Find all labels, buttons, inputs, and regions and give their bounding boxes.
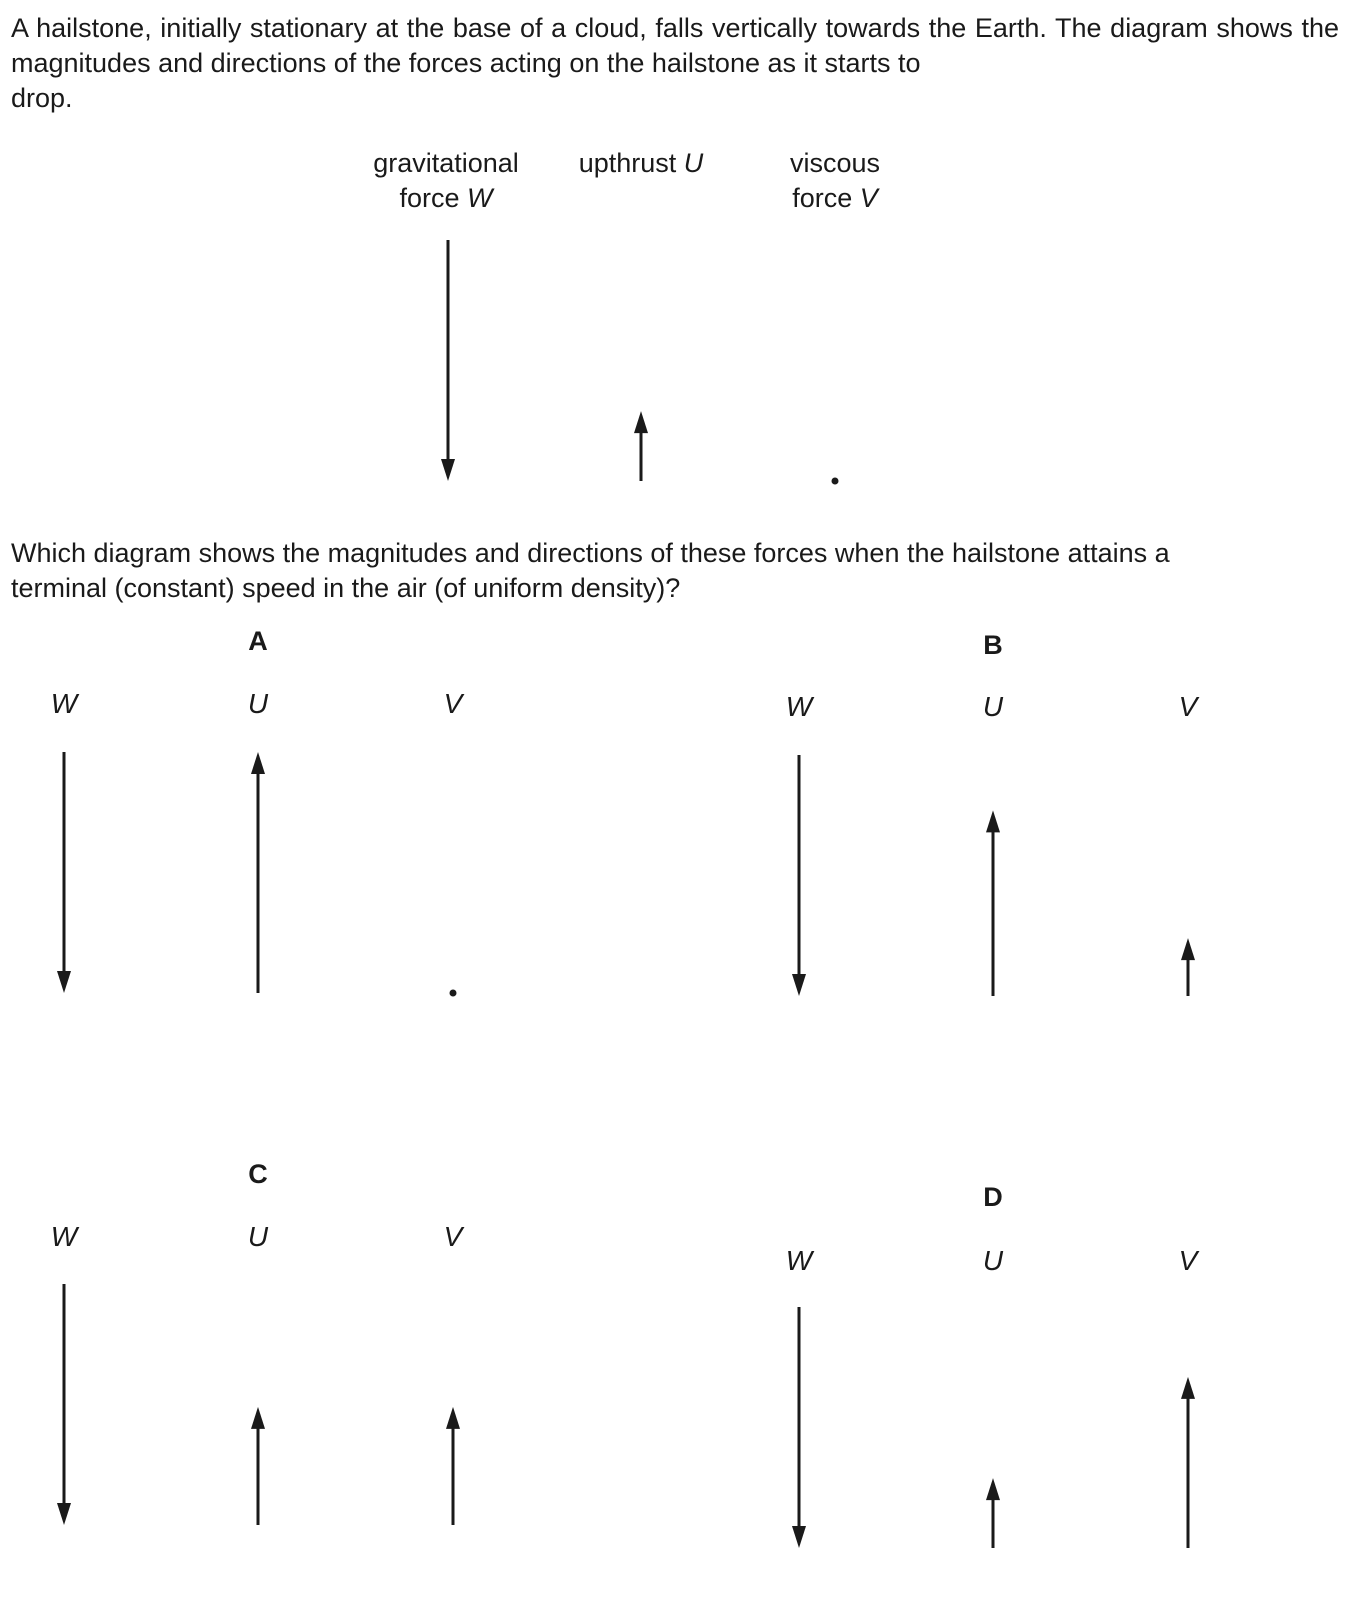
initial-upthrust-arrow — [634, 411, 648, 481]
initial-viscous-dot — [831, 477, 839, 485]
option-d-w-symbol: W — [785, 1245, 813, 1276]
option-d-label: D — [983, 1182, 1003, 1212]
option-b-v-symbol: V — [1178, 691, 1198, 722]
option-c-label: C — [248, 1159, 268, 1189]
option-b-label: B — [983, 630, 1003, 660]
upthrust-label-word: upthrust — [578, 148, 684, 178]
option-c-u-arrow — [251, 1406, 265, 1525]
initial-gravitational-arrow — [441, 240, 455, 481]
option-b-u-arrow — [986, 810, 1000, 996]
intro-line-2: diagram shows the magnitudes and directi… — [11, 13, 1339, 78]
viscous-label-line1: viscous — [789, 148, 881, 178]
gravitational-label-line1: gravitational — [373, 148, 519, 178]
upthrust-symbol: U — [683, 148, 704, 178]
option-c-u-symbol: U — [247, 1221, 269, 1252]
option-b-u-symbol: U — [982, 691, 1004, 722]
option-d-w-arrow — [792, 1307, 806, 1548]
upthrust-label: upthrust U — [579, 146, 704, 181]
option-c-w-arrow — [57, 1284, 71, 1525]
question-line-1: Which diagram shows the magnitudes and d… — [11, 538, 1170, 568]
question-paragraph: Which diagram shows the magnitudes and d… — [11, 536, 1339, 606]
option-c-v-symbol: V — [443, 1221, 463, 1252]
viscous-force-label: viscous force V — [790, 146, 880, 216]
viscous-label-word: force — [792, 183, 860, 213]
intro-line-1: A hailstone, initially stationary at the… — [11, 13, 1102, 43]
gravitational-symbol: W — [467, 183, 493, 213]
gravitational-label-word: force — [399, 183, 468, 213]
option-d-u-symbol: U — [982, 1245, 1004, 1276]
option-d-v-arrow — [1181, 1376, 1195, 1548]
option-a-w-symbol: W — [50, 688, 78, 719]
option-a-u-arrow — [251, 752, 265, 993]
option-b-w-symbol: W — [785, 691, 813, 722]
option-a-w-arrow — [57, 752, 71, 993]
option-b-v-arrow — [1181, 938, 1195, 996]
option-c-v-arrow — [446, 1406, 460, 1525]
question-line-2: terminal (constant) speed in the air (of… — [11, 573, 681, 603]
option-d-v-symbol: V — [1178, 1245, 1198, 1276]
option-c-w-symbol: W — [50, 1221, 78, 1252]
option-a-label: A — [248, 626, 268, 656]
intro-paragraph: A hailstone, initially stationary at the… — [11, 11, 1339, 116]
viscous-symbol: V — [859, 183, 878, 213]
intro-line-3: drop. — [11, 83, 73, 113]
option-a-u-symbol: U — [247, 688, 269, 719]
gravitational-force-label: gravitational force W — [373, 146, 519, 216]
option-d-u-arrow — [986, 1478, 1000, 1548]
option-b-w-arrow — [792, 755, 806, 996]
option-a-v-symbol: V — [443, 688, 463, 719]
option-a-v-arrow — [449, 989, 457, 997]
